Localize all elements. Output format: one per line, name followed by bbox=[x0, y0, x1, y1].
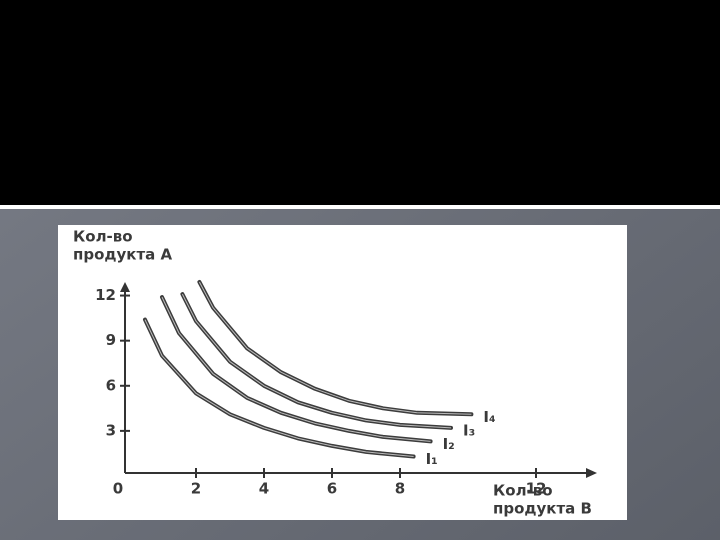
y-axis-title: продукта А bbox=[73, 246, 173, 264]
x-tick-label: 12 bbox=[526, 480, 547, 498]
x-axis-title: Кол-во bbox=[493, 482, 553, 500]
curve-label: I₃ bbox=[463, 421, 475, 439]
x-tick-label: 4 bbox=[259, 480, 269, 498]
y-tick-label: 6 bbox=[106, 376, 116, 394]
x-axis-title: продукта В bbox=[493, 500, 592, 518]
curve-highlight bbox=[181, 293, 452, 429]
x-tick-label: 2 bbox=[191, 480, 201, 498]
chart-area bbox=[58, 225, 627, 520]
x-tick-label: 8 bbox=[395, 480, 405, 498]
curve-highlight bbox=[161, 296, 431, 442]
x-tick-label: 0 bbox=[113, 480, 123, 498]
title-band bbox=[0, 0, 720, 205]
y-tick-label: 12 bbox=[95, 286, 116, 304]
curve-label: I₄ bbox=[483, 408, 495, 426]
y-axis-arrow bbox=[120, 282, 130, 292]
y-axis-title: Кол-во bbox=[73, 228, 133, 246]
x-tick-label: 6 bbox=[327, 480, 337, 498]
x-axis-arrow bbox=[586, 468, 597, 478]
curve-label: I₂ bbox=[443, 435, 455, 453]
y-tick-label: 9 bbox=[106, 331, 116, 349]
divider bbox=[0, 205, 720, 209]
curve-highlight bbox=[144, 319, 414, 457]
curve-highlight bbox=[198, 281, 472, 415]
curve-label: I₁ bbox=[426, 450, 438, 468]
y-tick-label: 3 bbox=[106, 421, 116, 439]
